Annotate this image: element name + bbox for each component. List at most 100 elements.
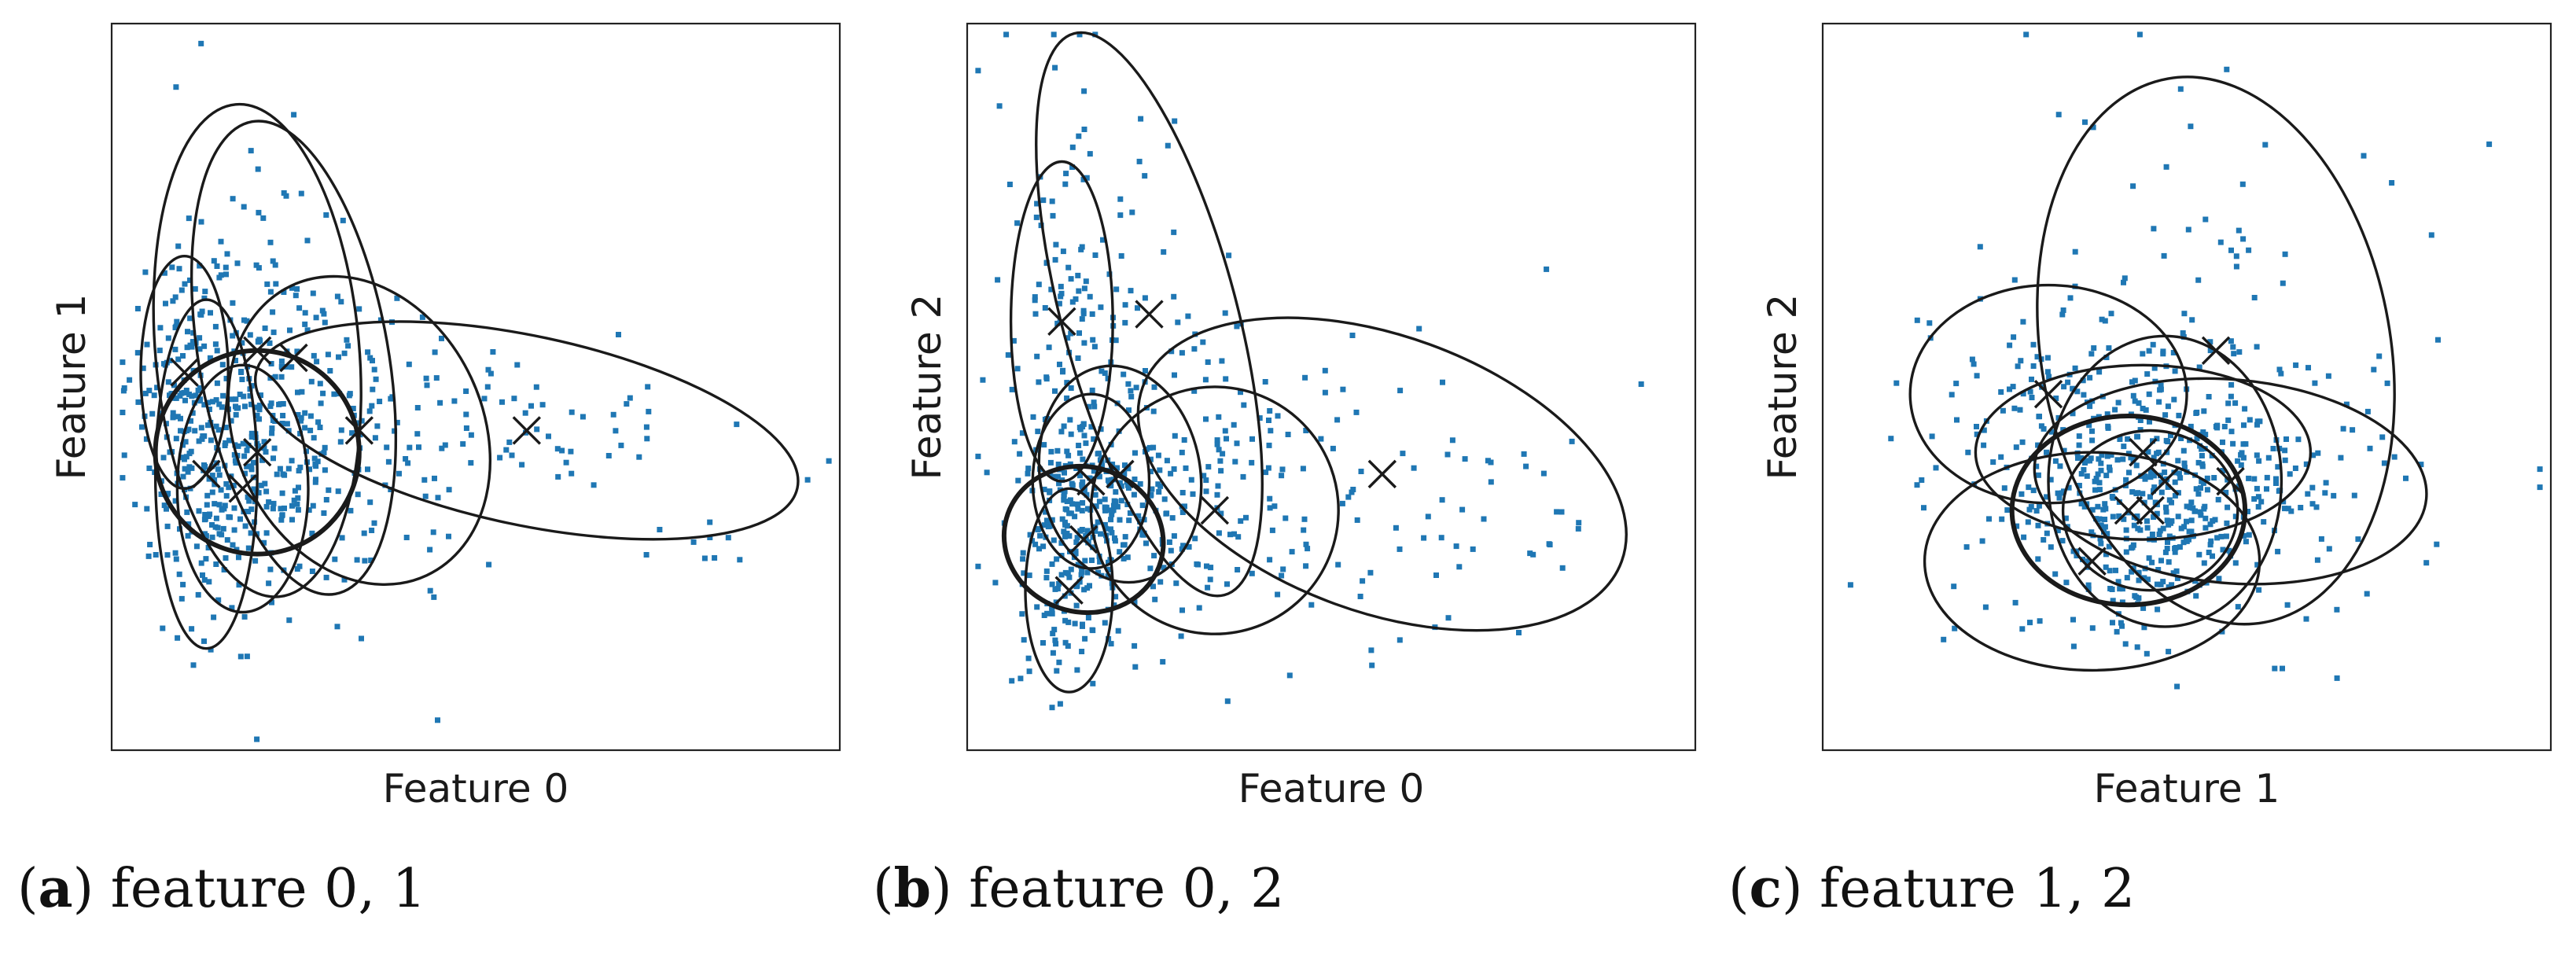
data-point [2048,544,2054,550]
data-point [248,466,255,473]
data-point [201,638,207,644]
data-point [1190,491,1196,497]
data-point [2133,462,2140,469]
data-point [2280,280,2286,286]
data-point [1060,367,1066,374]
data-point [1286,672,1293,679]
data-point [1102,521,1108,528]
data-point [321,311,327,317]
caption-text-a: feature 0, 1 [110,858,426,920]
data-point [1301,527,1307,533]
data-point [1117,549,1123,555]
data-point [605,453,612,458]
data-point [2018,358,2024,364]
data-point [267,566,274,572]
data-point [1196,605,1202,611]
data-point [1893,380,1900,386]
data-point [2306,365,2311,371]
data-point [388,396,394,402]
data-point [737,557,743,563]
data-point [2149,559,2155,565]
data-point [1083,440,1089,447]
data-point [284,421,290,427]
data-point [1438,535,1444,541]
data-point [610,411,616,418]
data-point [433,375,440,381]
data-point [2151,455,2157,461]
data-point [2163,504,2169,510]
data-point [230,482,237,488]
data-point [1053,641,1059,647]
data-point [201,343,208,349]
data-point [2104,411,2110,418]
data-point [273,281,279,287]
data-point [2096,487,2103,493]
data-point [1516,630,1522,635]
data-point [237,516,243,522]
data-point [236,554,241,561]
data-point [160,455,167,461]
data-point [178,428,183,434]
data-point [2131,522,2137,528]
data-point [325,352,331,358]
data-point [296,305,303,311]
data-point [1069,482,1076,488]
data-point [2241,532,2247,539]
data-point [1110,502,1117,509]
data-point [1171,229,1177,235]
data-point [241,613,248,620]
data-point [1954,417,1960,423]
data-point [394,419,400,425]
data-point [435,495,441,501]
data-point [268,361,274,366]
data-point [2026,506,2033,513]
data-point [1421,535,1427,541]
data-point [289,285,295,291]
data-point [1040,640,1046,646]
data-point [2146,348,2152,354]
data-point [322,444,328,451]
data-point [261,445,267,451]
data-point [238,369,245,374]
data-point [1266,418,1271,423]
data-point [256,490,262,496]
data-point [172,294,178,300]
data-point [2085,558,2092,565]
data-point [1057,701,1063,707]
data-point [226,484,232,491]
data-point [2142,476,2148,482]
data-point [701,555,708,561]
data-point [2254,561,2261,568]
data-point [2158,382,2164,388]
data-point [289,502,295,509]
data-point [1072,513,1078,520]
data-point [2423,560,2430,566]
data-point [2220,547,2226,553]
data-point [365,466,370,473]
gaussian-ellipses-c [1908,75,2428,672]
data-point [1262,379,1268,385]
data-point [245,494,251,500]
data-point [1075,561,1081,568]
data-point [2093,476,2099,481]
data-point [281,190,287,196]
data-point [2160,579,2166,585]
data-point [2017,407,2023,413]
data-point [132,502,138,508]
data-point [1015,477,1021,484]
data-point [134,350,141,356]
data-point [2201,408,2207,414]
data-point [296,468,302,474]
data-point [338,427,344,433]
data-point [310,290,316,296]
data-point [184,509,190,515]
data-point [1118,483,1124,489]
data-point [2119,599,2125,605]
data-point [1102,525,1109,532]
data-point [1112,535,1117,541]
data-point [327,368,333,374]
data-point [2225,504,2231,510]
data-point [2180,330,2186,336]
data-point [1089,558,1095,563]
data-point [370,358,375,364]
